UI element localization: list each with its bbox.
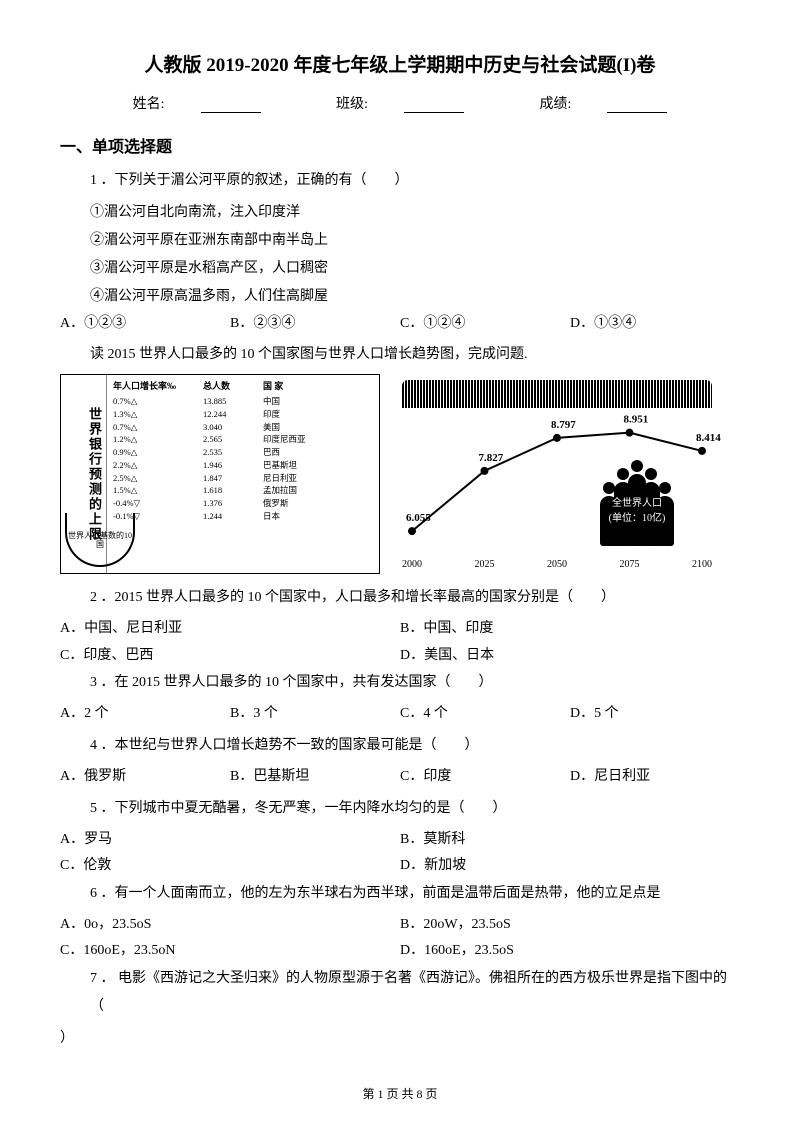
people-label: 全世界人口(单位：10亿)	[592, 494, 682, 524]
table-row: -0.4%▽1.376俄罗斯	[113, 497, 373, 510]
x-tick: 2100	[692, 559, 712, 570]
page-title: 人教版 2019-2020 年度七年级上学期期中历史与社会试题(I)卷	[60, 50, 740, 77]
q3-stem: 3 ．在 2015 世界人口最多的 10 个国家中，共有发达国家（ ）	[90, 669, 740, 697]
q2-opt-a[interactable]: A．中国、尼日利亚	[60, 616, 400, 643]
q1-options: A．①②③ B．②③④ C．①②④ D．①③④	[60, 311, 740, 338]
q3-opt-a[interactable]: A．2 个	[60, 701, 230, 728]
q6-stem: 6 ．有一个人面南而立，他的左为东半球右为西半球，前面是温带后面是热带，他的立足…	[90, 880, 740, 908]
q4-opt-c[interactable]: C．印度	[400, 764, 570, 791]
q6-opt-b[interactable]: B．20oW，23.5oS	[400, 912, 740, 939]
q3-options: A．2 个 B．3 个 C．4 个 D．5 个	[60, 701, 740, 728]
q7-stem: 7 ． 电影《西游记之大圣归来》的人物原型源于名著《西游记》。佛祖所在的西方极乐…	[90, 965, 740, 1021]
q1-s3: ③湄公河平原是水稻高产区，人口稠密	[90, 255, 740, 283]
q5-stem: 5 ．下列城市中夏无酷暑，冬无严寒，一年内降水均匀的是（ ）	[90, 795, 740, 823]
table-row: -0.1%▽1.244日本	[113, 510, 373, 523]
q3-opt-d[interactable]: D．5 个	[570, 701, 740, 728]
q1-opt-b[interactable]: B．②③④	[230, 311, 400, 338]
q4-opt-d[interactable]: D．尼日利亚	[570, 764, 740, 791]
q6-row1: A．0o，23.5oS B．20oW，23.5oS	[60, 912, 740, 939]
q1-s1: ①湄公河自北向南流，注入印度洋	[90, 199, 740, 227]
q3-opt-b[interactable]: B．3 个	[230, 701, 400, 728]
svg-text:7.827: 7.827	[479, 452, 504, 464]
th-growth: 年人口增长率‰	[113, 379, 203, 392]
q2-row2: C．印度、巴西 D．美国、日本	[60, 643, 740, 670]
x-tick: 2075	[620, 559, 640, 570]
score-blank[interactable]	[607, 99, 667, 113]
q5-row1: A．罗马 B．莫斯科	[60, 827, 740, 854]
table-row: 2.5%△1.847尼日利亚	[113, 472, 373, 485]
fig-left-data: 年人口增长率‰ 总人数 国 家 0.7%△13.885中国1.3%△12.244…	[107, 375, 379, 573]
x-tick: 2000	[402, 559, 422, 570]
q6-opt-d[interactable]: D．160oE，23.5oS	[400, 938, 740, 965]
q2-opt-b[interactable]: B．中国、印度	[400, 616, 740, 643]
svg-text:8.797: 8.797	[551, 419, 576, 431]
q6-opt-a[interactable]: A．0o，23.5oS	[60, 912, 400, 939]
x-axis: 2000 2025 2050 2075 2100	[402, 559, 712, 570]
table-row: 0.7%△13.885中国	[113, 395, 373, 408]
q1-s4: ④湄公河平原高温多雨，人们住高脚屋	[90, 283, 740, 311]
section-1-header: 一、单项选择题	[60, 133, 740, 157]
q1-s2: ②湄公河平原在亚洲东南部中南半岛上	[90, 227, 740, 255]
q1-opt-a[interactable]: A．①②③	[60, 311, 230, 338]
student-info-line: 姓名: 班级: 成绩:	[60, 93, 740, 113]
th-total: 总人数	[203, 379, 263, 392]
table-row: 0.7%△3.040美国	[113, 421, 373, 434]
q4-options: A．俄罗斯 B．巴基斯坦 C．印度 D．尼日利亚	[60, 764, 740, 791]
q7-stem-tail: ）	[60, 1025, 740, 1053]
score-label: 成绩:	[539, 97, 571, 112]
svg-text:6.055: 6.055	[406, 512, 431, 524]
q5-row2: C．伦敦 D．新加坡	[60, 853, 740, 880]
q5-opt-b[interactable]: B．莫斯科	[400, 827, 740, 854]
q6-row2: C．160oE，23.5oN D．160oE，23.5oS	[60, 938, 740, 965]
q5-opt-c[interactable]: C．伦敦	[60, 853, 400, 880]
chart-intro: 读 2015 世界人口最多的 10 个国家图与世界人口增长趋势图，完成问题.	[90, 342, 740, 369]
table-row: 1.5%△1.618孟加拉国	[113, 484, 373, 497]
q4-opt-a[interactable]: A．俄罗斯	[60, 764, 230, 791]
q3-opt-c[interactable]: C．4 个	[400, 701, 570, 728]
q5-opt-a[interactable]: A．罗马	[60, 827, 400, 854]
table-row: 1.2%△2.565印度尼西亚	[113, 433, 373, 446]
q2-row1: A．中国、尼日利亚 B．中国、印度	[60, 616, 740, 643]
q2-opt-d[interactable]: D．美国、日本	[400, 643, 740, 670]
q2-opt-c[interactable]: C．印度、巴西	[60, 643, 400, 670]
figures-row: 世界银行预测的上限 年人口增长率‰ 总人数 国 家 0.7%△13.885中国1…	[60, 374, 740, 574]
q1-opt-d[interactable]: D．①③④	[570, 311, 740, 338]
svg-text:8.414: 8.414	[696, 432, 721, 444]
q4-stem: 4 ．本世纪与世界人口增长趋势不一致的国家最可能是（ ）	[90, 732, 740, 760]
q6-opt-c[interactable]: C．160oE，23.5oN	[60, 938, 400, 965]
x-tick: 2025	[475, 559, 495, 570]
class-blank[interactable]	[404, 99, 464, 113]
figure-left-table: 世界银行预测的上限 年人口增长率‰ 总人数 国 家 0.7%△13.885中国1…	[60, 374, 380, 574]
table-row: 2.2%△1.946巴基斯坦	[113, 459, 373, 472]
q4-opt-b[interactable]: B．巴基斯坦	[230, 764, 400, 791]
q1-stem: 1 ．下列关于湄公河平原的叙述，正确的有（ ）	[90, 167, 740, 195]
q2-stem: 2 ．2015 世界人口最多的 10 个国家中，人口最多和增长率最高的国家分别是…	[90, 584, 740, 612]
page-footer: 第 1 页 共 8 页	[0, 1085, 800, 1102]
q5-opt-d[interactable]: D．新加坡	[400, 853, 740, 880]
table-row: 1.3%△12.244印度	[113, 408, 373, 421]
q1-opt-c[interactable]: C．①②④	[400, 311, 570, 338]
table-row: 0.9%△2.535巴西	[113, 446, 373, 459]
name-blank[interactable]	[201, 99, 261, 113]
class-label: 班级:	[336, 97, 368, 112]
th-country: 国 家	[263, 379, 373, 392]
svg-text:8.951: 8.951	[624, 414, 649, 426]
figure-right-chart: 6.0557.8278.7978.9518.414 全世界人口(单位：10亿) …	[392, 374, 722, 574]
name-label: 姓名:	[133, 97, 165, 112]
x-tick: 2050	[547, 559, 567, 570]
